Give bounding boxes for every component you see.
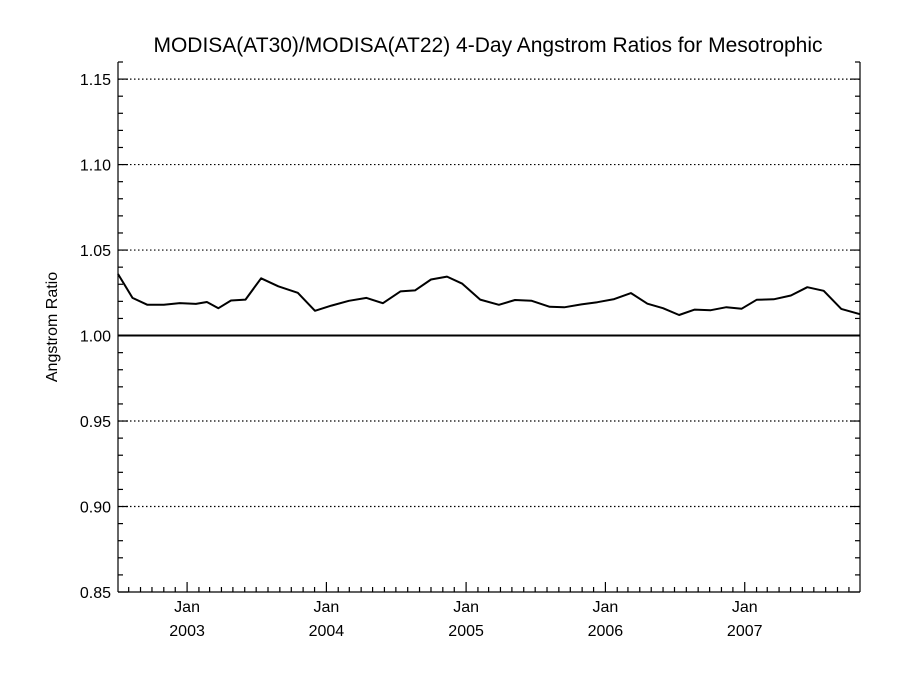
x-tick-label-year: 2006 [588, 623, 624, 640]
x-tick-label-year: 2005 [448, 623, 484, 640]
y-tick-label: 1.15 [80, 72, 111, 89]
x-tick-label-year: 2003 [169, 623, 205, 640]
y-tick-label: 1.05 [80, 243, 111, 260]
y-tick-label: 0.95 [80, 414, 111, 431]
y-tick-label: 1.00 [80, 329, 111, 346]
x-tick-label-month: Jan [593, 599, 619, 616]
x-tick-label-year: 2004 [309, 623, 345, 640]
x-tick-label-month: Jan [453, 599, 479, 616]
series-line [117, 273, 861, 316]
x-tick-label-month: Jan [732, 599, 758, 616]
x-tick-label-month: Jan [174, 599, 200, 616]
x-tick-label-year: 2007 [727, 623, 763, 640]
x-tick-label-month: Jan [314, 599, 340, 616]
gridlines [118, 78, 860, 508]
axes [117, 61, 861, 593]
y-axis-label: Angstrom Ratio [44, 272, 61, 382]
chart-title: MODISA(AT30)/MODISA(AT22) 4-Day Angstrom… [153, 34, 822, 57]
y-tick-label: 1.10 [80, 158, 111, 175]
y-tick-label: 0.90 [80, 500, 111, 517]
y-tick-labels: 0.85 0.90 0.95 1.00 1.05 1.10 1.15 [80, 72, 111, 602]
y-tick-label: 0.85 [80, 585, 111, 602]
series-layer [117, 273, 861, 316]
x-tick-labels: Jan 2003 Jan 2004 Jan 2005 Jan 2006 Jan 2007 [169, 599, 762, 640]
